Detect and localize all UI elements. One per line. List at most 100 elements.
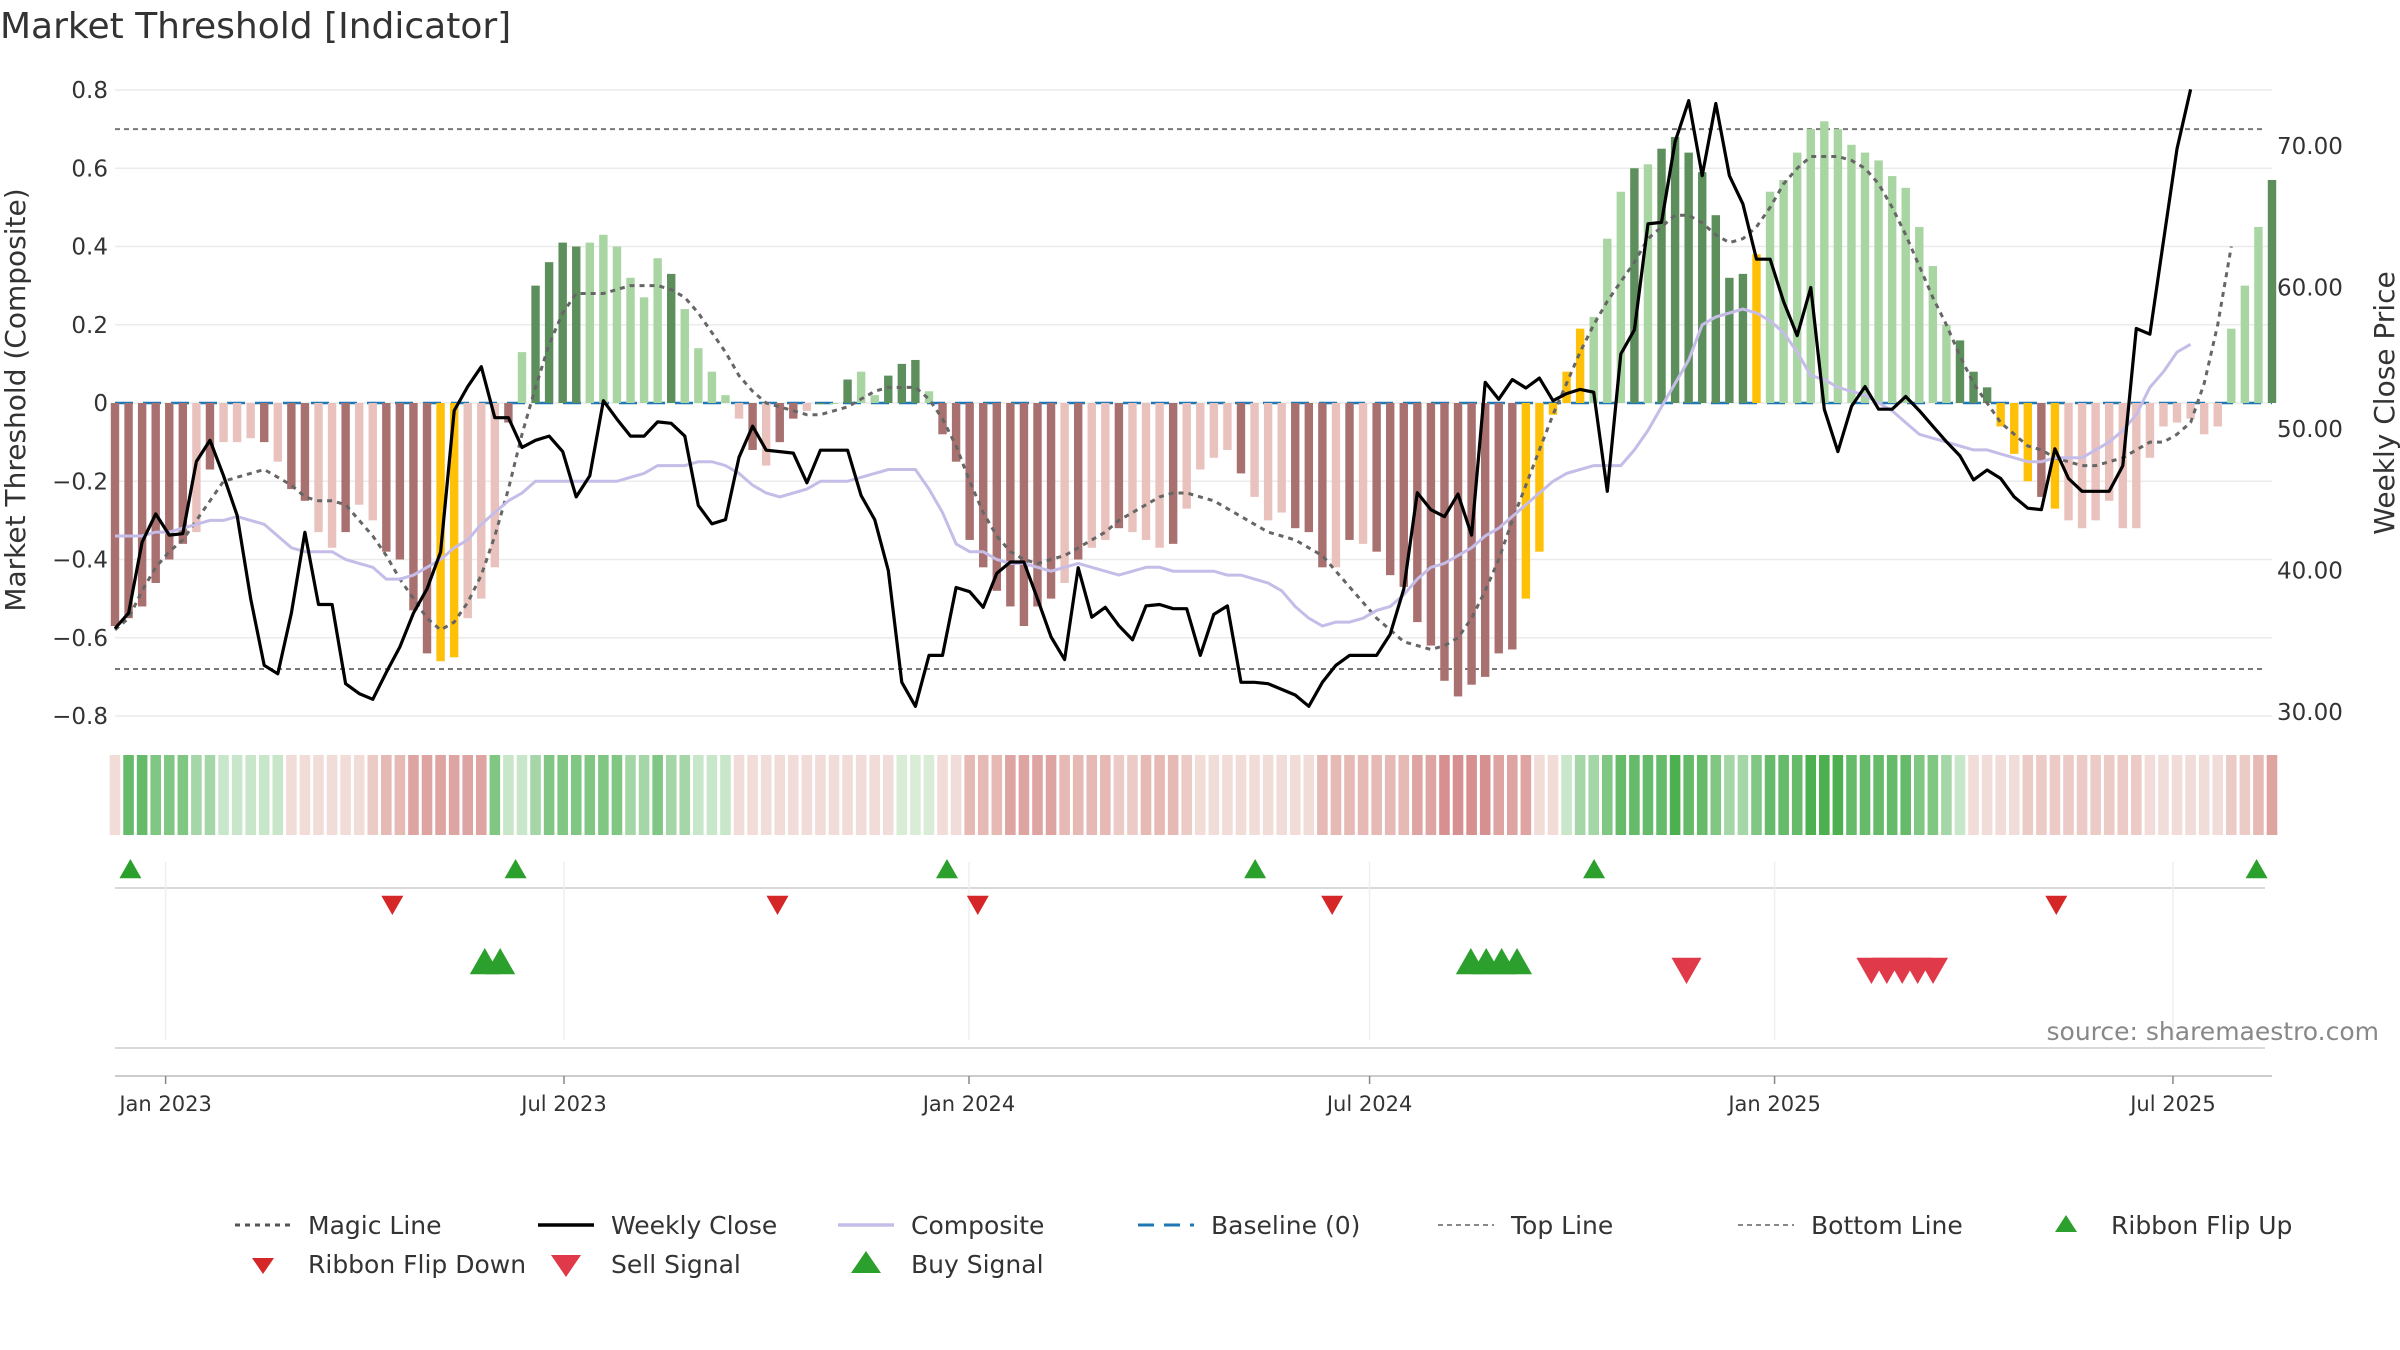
sell-signal-marker bbox=[1918, 957, 1949, 984]
ribbon-segment bbox=[1384, 755, 1396, 835]
legend-label: Composite bbox=[911, 1211, 1044, 1240]
date-tick-label: Jul 2023 bbox=[519, 1092, 606, 1116]
composite-bar bbox=[1562, 371, 1571, 403]
magic-line bbox=[114, 155, 2233, 652]
composite-bar bbox=[1413, 403, 1422, 623]
composite-bar bbox=[1182, 403, 1191, 509]
ribbon-segment bbox=[747, 755, 758, 835]
composite-bar bbox=[1643, 164, 1653, 403]
composite-bar bbox=[1114, 403, 1124, 529]
ribbon-segment bbox=[1669, 755, 1681, 835]
composite-bar bbox=[1263, 403, 1273, 521]
ribbon-segment bbox=[299, 755, 311, 835]
ribbon-segment bbox=[706, 755, 718, 835]
ribbon-segment bbox=[1357, 755, 1369, 835]
y-tick-label: 0 bbox=[93, 391, 108, 417]
composite-bar bbox=[273, 403, 282, 462]
ribbon-flip-down-marker bbox=[381, 895, 404, 915]
legend-item: Magic Line bbox=[235, 1211, 442, 1240]
ribbon-segment bbox=[2008, 755, 2020, 835]
legend-swatch bbox=[2055, 1215, 2077, 1232]
legend-label: Ribbon Flip Down bbox=[308, 1250, 526, 1279]
composite-bar bbox=[1752, 254, 1761, 403]
ribbon-segment bbox=[489, 755, 501, 835]
ribbon-segment bbox=[1615, 755, 1627, 835]
ribbon-segment bbox=[1344, 755, 1355, 835]
composite-bar bbox=[246, 403, 255, 439]
composite-bar bbox=[1318, 403, 1327, 568]
composite-bar bbox=[1982, 387, 1992, 403]
ribbon-segment bbox=[570, 755, 582, 835]
ribbon-segment bbox=[964, 755, 975, 835]
ribbon-segment bbox=[842, 755, 853, 835]
ribbon-segment bbox=[123, 755, 134, 835]
composite-bar bbox=[395, 403, 405, 560]
ribbon-segment bbox=[1995, 755, 2006, 835]
ribbon-segment bbox=[598, 755, 609, 835]
composite-bar bbox=[1928, 266, 1938, 403]
ribbon-segment bbox=[1954, 755, 1966, 835]
date-axis: Jan 2023 Jul 2023 Jan 2024 Jul 2024 Jan 2025… bbox=[117, 1076, 2216, 1116]
ribbon-flip-up-marker bbox=[935, 859, 958, 879]
composite-bar bbox=[1711, 215, 1720, 403]
composite-bar bbox=[178, 403, 188, 544]
legend-item: Composite bbox=[838, 1211, 1044, 1240]
composite-bar bbox=[870, 395, 879, 403]
composite-bar bbox=[205, 403, 215, 470]
composite-bar bbox=[965, 403, 974, 540]
ribbon-segment bbox=[1886, 755, 1898, 835]
ribbon-segment bbox=[1724, 755, 1735, 835]
composite-bar bbox=[368, 403, 377, 521]
legend-label: Magic Line bbox=[308, 1211, 442, 1240]
ribbon-segment bbox=[1032, 755, 1043, 835]
ribbon-segment bbox=[1154, 755, 1165, 835]
ribbon-segment bbox=[1574, 755, 1586, 835]
composite-bar bbox=[1358, 403, 1368, 544]
ribbon-segment bbox=[191, 755, 202, 835]
ribbon-segment bbox=[1249, 755, 1260, 835]
composite-bar bbox=[829, 403, 839, 404]
composite-bar bbox=[558, 242, 567, 403]
composite-bar bbox=[1155, 403, 1164, 548]
ribbon-segment bbox=[1018, 755, 1030, 835]
ribbon-segment bbox=[652, 755, 663, 835]
composite-bar bbox=[775, 403, 784, 443]
composite-bar bbox=[341, 403, 350, 533]
ribbon-segment bbox=[1303, 755, 1315, 835]
composite-bar bbox=[151, 403, 160, 583]
ribbon-segment bbox=[720, 755, 731, 835]
ribbon-segment bbox=[1819, 755, 1830, 835]
composite-bar bbox=[1698, 172, 1707, 403]
composite-bar bbox=[2023, 403, 2033, 482]
composite-bar bbox=[1725, 277, 1734, 403]
ribbon-segment bbox=[1371, 755, 1382, 835]
composite-bar bbox=[1996, 403, 2005, 427]
ribbon-segment bbox=[1629, 755, 1640, 835]
signal-markers bbox=[115, 859, 2272, 1077]
composite-bar bbox=[1806, 129, 1815, 403]
ribbon-segment bbox=[462, 755, 474, 835]
legend-label: Bottom Line bbox=[1811, 1211, 1963, 1240]
composite-bar bbox=[572, 246, 581, 403]
composite-line bbox=[115, 307, 2192, 628]
ribbon-segment bbox=[1140, 755, 1152, 835]
weekly-close-line bbox=[113, 89, 2193, 708]
composite-bar bbox=[802, 403, 812, 411]
composite-bar bbox=[477, 403, 486, 599]
ribbon-segment bbox=[1588, 755, 1599, 835]
ribbon-segment bbox=[381, 755, 392, 835]
composite-bar bbox=[1969, 371, 1978, 403]
ribbon-segment bbox=[1507, 755, 1518, 835]
ribbon-segment bbox=[815, 755, 826, 835]
ribbon-flip-up-marker bbox=[2245, 859, 2268, 879]
y-right-tick-label: 70.00 bbox=[2277, 134, 2343, 160]
ribbon-segment bbox=[1289, 755, 1301, 835]
composite-bar bbox=[1209, 403, 1219, 458]
ribbon-segment bbox=[1194, 755, 1206, 835]
composite-bar bbox=[1426, 403, 1436, 646]
ribbon-segment bbox=[1981, 755, 1993, 835]
y-tick-label: 0.2 bbox=[71, 313, 108, 339]
left-axis-title: Market Threshold (Composite) bbox=[0, 188, 32, 611]
composite-bar bbox=[490, 403, 500, 568]
